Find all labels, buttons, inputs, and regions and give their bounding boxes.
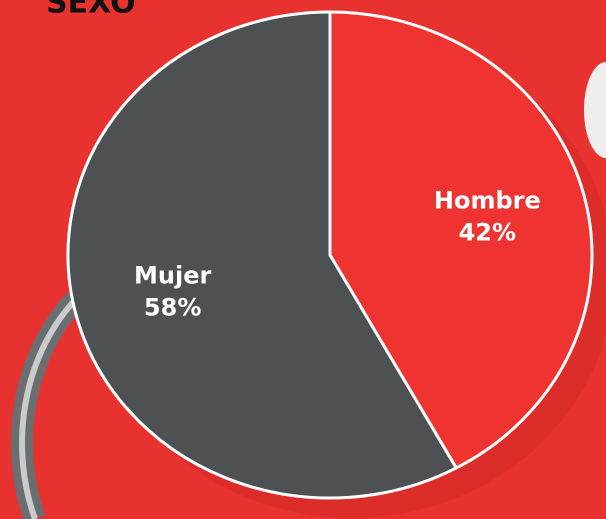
chart: SEXO Hombre 42% Mujer 58% (0, 0, 606, 519)
chart-title: SEXO (46, 0, 136, 21)
slice-value-label: 58% (144, 293, 201, 321)
slice-value-label: 42% (459, 219, 516, 247)
slice-label: Hombre (434, 187, 541, 215)
slice-label: Mujer (134, 261, 211, 289)
